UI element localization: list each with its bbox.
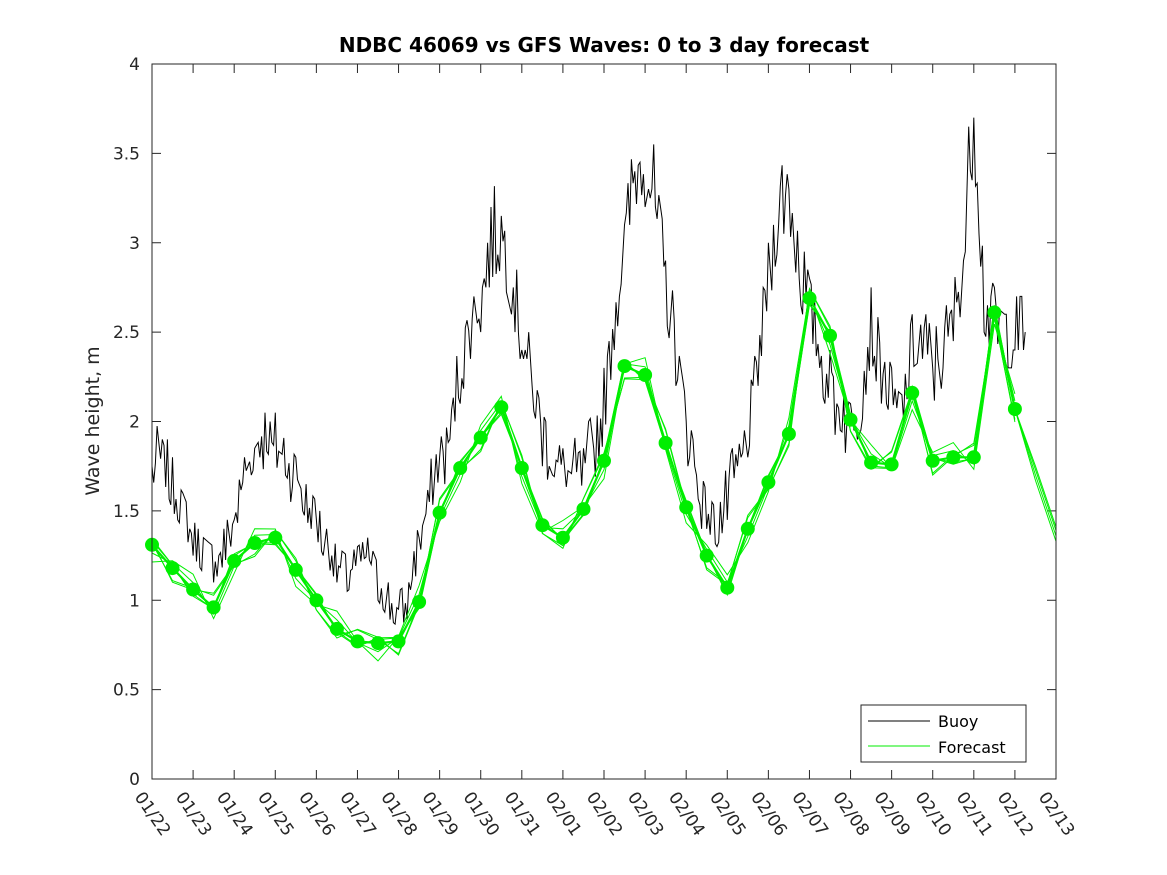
x-tick-label: 01/29 xyxy=(418,788,462,840)
x-tick-label: 01/24 xyxy=(212,788,256,840)
forecast-point xyxy=(288,562,303,577)
forecast-point xyxy=(1007,402,1022,416)
forecast-point xyxy=(658,436,673,450)
forecast-markers xyxy=(145,291,1022,651)
forecast-point xyxy=(165,561,180,576)
forecast-point xyxy=(227,553,242,568)
x-tick-label: 02/05 xyxy=(705,788,749,840)
x-tick-labels: 01/2201/2301/2401/2501/2601/2701/2801/29… xyxy=(130,788,1078,840)
x-tick-label: 01/30 xyxy=(459,788,503,840)
plot-frame xyxy=(151,63,1057,780)
y-tick-label: 4 xyxy=(129,55,140,75)
forecast-point xyxy=(432,505,447,520)
forecast-point xyxy=(494,400,509,415)
legend-forecast-label: Forecast xyxy=(938,738,1006,757)
x-tick-label: 02/03 xyxy=(623,788,667,840)
forecast-point xyxy=(617,359,632,374)
y-axis-label: Wave height, m xyxy=(82,346,104,495)
forecast-point xyxy=(720,580,735,595)
forecast-point xyxy=(946,450,961,465)
x-tick-label: 02/10 xyxy=(911,788,955,840)
forecast-point xyxy=(514,461,529,475)
forecast-point xyxy=(987,305,1002,320)
forecast-point xyxy=(350,634,365,649)
forecast-line-tail xyxy=(1014,408,1057,528)
forecast-point xyxy=(309,593,324,608)
x-tick-label: 02/01 xyxy=(541,788,585,840)
y-tick-label: 3 xyxy=(129,234,140,254)
y-tick-label: 1 xyxy=(129,591,140,611)
forecast-point xyxy=(535,518,550,533)
forecast-point xyxy=(453,461,468,475)
y-tick-label: 2.5 xyxy=(113,323,140,343)
x-tick-label: 02/07 xyxy=(787,788,831,840)
legend-buoy-label: Buoy xyxy=(938,712,978,731)
forecast-point xyxy=(802,291,817,306)
forecast-point xyxy=(247,536,262,550)
forecast-point xyxy=(329,621,344,636)
forecast-point xyxy=(391,634,406,649)
forecast-point xyxy=(186,582,201,597)
chart-title: NDBC 46069 vs GFS Waves: 0 to 3 day fore… xyxy=(339,33,870,57)
forecast-point xyxy=(925,453,940,468)
buoy-series xyxy=(151,117,1026,626)
forecast-point xyxy=(699,548,714,563)
forecast-point xyxy=(823,328,837,343)
x-tick-label: 02/06 xyxy=(746,788,790,840)
legend-box xyxy=(860,704,1027,763)
forecast-point xyxy=(597,453,611,468)
forecast-point xyxy=(761,475,776,490)
forecast-point xyxy=(576,502,591,517)
x-tick-label: 01/31 xyxy=(500,788,544,840)
x-tick-label: 02/13 xyxy=(1034,788,1078,840)
x-tick-label: 02/08 xyxy=(828,788,872,840)
forecast-point xyxy=(555,530,570,545)
forecast-point xyxy=(781,427,796,441)
x-tick-label: 02/04 xyxy=(664,788,708,840)
forecast-point xyxy=(740,521,755,536)
x-tick-label: 01/28 xyxy=(376,788,420,840)
x-tick-label: 02/12 xyxy=(993,788,1037,840)
forecast-point xyxy=(412,595,427,609)
forecast-point xyxy=(679,500,694,515)
forecast-point xyxy=(864,455,879,470)
y-tick-label: 1.5 xyxy=(113,502,140,522)
x-tick-label: 02/09 xyxy=(870,788,914,840)
x-tick-label: 01/23 xyxy=(171,788,215,840)
forecast-point xyxy=(905,385,920,400)
forecast-point xyxy=(884,457,899,472)
forecast-line-tail xyxy=(1014,408,1057,542)
y-tick-labels: 0 0.5 1 1.5 2 2.5 3 3.5 4 xyxy=(113,55,140,790)
x-tick-label: 01/27 xyxy=(335,788,379,840)
y-tick-label: 2 xyxy=(129,413,140,433)
x-tick-label: 02/02 xyxy=(582,788,626,840)
buoy-line xyxy=(151,117,1026,626)
forecast-point xyxy=(371,636,385,651)
x-tick-label: 01/26 xyxy=(294,788,338,840)
legend: Buoy Forecast xyxy=(860,704,1027,763)
forecast-point xyxy=(473,430,488,445)
x-tick-label: 01/22 xyxy=(130,788,174,840)
forecast-point xyxy=(206,600,221,615)
forecast-point xyxy=(843,412,858,427)
forecast-point xyxy=(268,530,283,545)
forecast-point xyxy=(638,368,653,382)
forecast-point xyxy=(966,450,981,465)
x-tick-label: 01/25 xyxy=(253,788,297,840)
x-tick-label: 02/11 xyxy=(952,788,996,840)
y-tick-label: 3.5 xyxy=(113,144,140,164)
y-tick-label: 0.5 xyxy=(113,681,140,701)
y-tick-label: 0 xyxy=(129,770,140,790)
